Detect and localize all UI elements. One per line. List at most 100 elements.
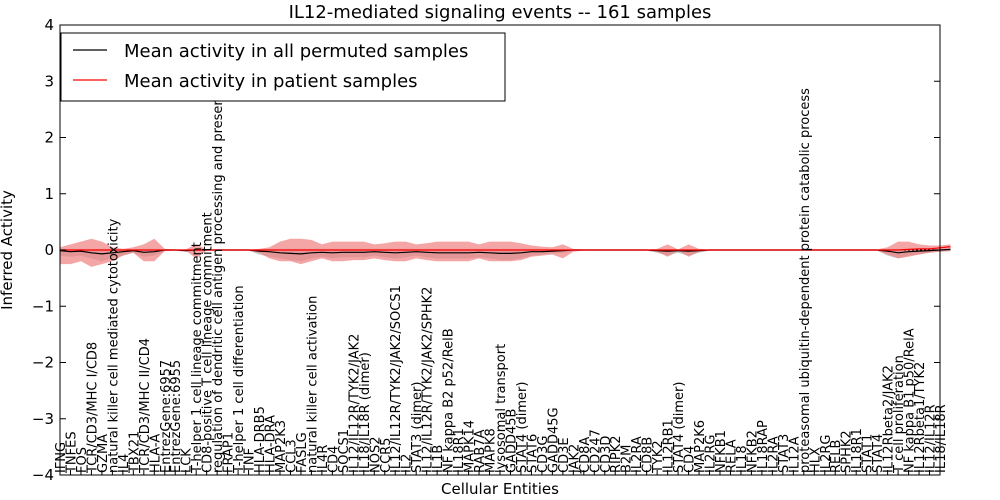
x-tick-label: RAB7A <box>473 429 488 473</box>
x-tick-label: IL12RB1 <box>662 419 677 473</box>
x-tick-label: B2M <box>620 445 635 473</box>
x-tick-label: STAT3 <box>777 434 792 473</box>
x-tick-label: SPHK2 <box>840 430 855 473</box>
x-tick-label: IL18 <box>735 445 750 473</box>
x-tick-label: IL12A <box>787 436 802 473</box>
y-tick-label: 0 <box>44 241 54 259</box>
y-tick-label: −3 <box>32 410 54 428</box>
x-axis-label: Cellular Entities <box>441 480 559 498</box>
x-tick-label: CD247 <box>588 429 603 473</box>
x-tick-label: NOS2 <box>368 437 383 473</box>
x-tick-label: IL1B <box>431 445 446 473</box>
x-tick-label: T-helper 1 cell lineage commitment <box>190 242 205 474</box>
x-tick-label: NFKB1 <box>714 430 729 473</box>
x-tick-label: IFNG <box>54 442 69 473</box>
x-tick-label: IL18RAP <box>756 420 771 473</box>
x-tick-label: STAT4 (dimer) <box>515 382 530 473</box>
legend-box <box>60 32 506 102</box>
x-tick-label: NFKB2 <box>745 430 760 473</box>
x-tick-label: RELA <box>724 439 739 473</box>
plot-frame <box>59 24 941 476</box>
x-tick-label: IL18R1 <box>850 428 865 473</box>
legend-label-patient: Mean activity in patient samples <box>124 71 418 92</box>
x-tick-label: MAPK8 <box>484 428 499 473</box>
x-tick-label: GADD45B <box>504 409 519 473</box>
x-tick-label: FOS <box>75 447 90 473</box>
x-tick-label: natural killer cell activation <box>305 296 320 473</box>
x-tick-label: IL18/IL18R <box>934 404 949 473</box>
x-tick-label: HLA-DRB5 <box>253 406 268 473</box>
x-tick-label: IL12/IL12R/TYK2/JAK2/SOCS1 <box>389 285 404 473</box>
x-tick-label: TYK2 <box>651 440 666 474</box>
x-tick-label: natural killer cell mediated cytotoxicit… <box>106 218 121 473</box>
x-tick-label: HLA-DRA <box>264 415 279 473</box>
x-tick-label: IL2RG <box>819 435 834 473</box>
x-tick-label: CD4 <box>326 446 341 473</box>
x-tick-label: NF kappa B2 p52/RelB <box>442 328 457 473</box>
x-tick-label: STAT4 (dimer) <box>672 382 687 473</box>
x-tick-label: EntrezGene:6957 <box>159 360 174 473</box>
x-tick-label: NF kappa B1 p50/RelA <box>903 328 918 473</box>
x-tick-label: CD3G <box>536 436 551 473</box>
y-axis: −4 −3 −2 −1 0 1 2 3 4 <box>32 16 940 484</box>
x-tick-label: IL18/IL18R (dimer) <box>358 352 373 473</box>
x-tick-label: MAP2K6 <box>693 420 708 473</box>
x-tick-label: IL12Rbeta1/TYK2 <box>913 362 928 473</box>
x-tick-label: STAT1 <box>861 434 876 473</box>
x-tick-label: TBX21 <box>127 431 142 474</box>
x-tick-label: FRAP1 <box>222 432 237 473</box>
x-tick-label: CD8B <box>641 437 656 473</box>
x-tick-label: TCR/CD3/MHC I/CD8 <box>85 342 100 474</box>
x-tick-label: T cell proliferation <box>892 355 907 474</box>
patient-mean-line <box>60 246 951 251</box>
x-tick-label: CD8A <box>578 437 593 473</box>
x-tick-label: FASLG <box>295 432 310 473</box>
x-tick-label: EntrezGene:6955 <box>169 360 184 473</box>
x-tick-label: GZMA <box>96 434 111 473</box>
x-tick-label: JAK2 <box>567 444 582 474</box>
x-tick-label: HLA-A <box>148 434 163 473</box>
x-tick-label: CD8-positive T cell lineage commitment <box>201 212 216 473</box>
x-tick-label: HLX <box>808 447 823 473</box>
x-tick-label: IL12Rbeta2/JAK2 <box>882 365 897 473</box>
x-tick-label: CD4 <box>683 446 698 473</box>
x-tick-label: regulation of dendritic cell antigen pro… <box>211 59 226 473</box>
x-tick-label: IL2RA <box>766 436 781 473</box>
legend: Mean activity in all permuted samples Me… <box>60 32 506 102</box>
x-tick-label: IL4R <box>316 445 331 473</box>
x-tick-label: MAP2K3 <box>274 420 289 473</box>
x-tick-label: IL2RG <box>704 435 719 473</box>
x-tick-label: CD3D <box>599 436 614 473</box>
x-tick-label: SOCS1 <box>337 429 352 473</box>
x-tick-label: IL12/IL12R/TYK2/JAK2 <box>347 334 362 473</box>
x-tick-label: TNFES <box>64 431 79 474</box>
x-tick-label: STAT6 <box>525 434 540 473</box>
y-tick-label: 3 <box>44 72 54 90</box>
y-tick-label: 2 <box>44 129 54 147</box>
y-tick-label: 4 <box>44 16 54 34</box>
x-tick-label: STAT3 (dimer) <box>410 382 425 473</box>
y-tick-label: −1 <box>32 297 54 315</box>
x-tick-label: lysosomal transport <box>494 344 509 473</box>
y-tick-label: −2 <box>32 354 54 372</box>
x-tick-label: IL2RA <box>630 436 645 473</box>
x-tick-label: CCL3 <box>284 439 299 473</box>
x-tick-label: TNF <box>243 448 258 474</box>
x-tick-label: IL18R1 <box>452 428 467 473</box>
x-tick-label: LCK <box>180 448 195 473</box>
x-tick-label: IL4 <box>117 454 132 473</box>
x-tick-label: GADD45G <box>546 407 561 473</box>
x-tick-label: RIPK2 <box>609 435 624 473</box>
chart-title: IL12-mediated signaling events -- 161 sa… <box>289 2 712 23</box>
x-tick-label: T-helper 1 cell differentiation <box>232 285 247 474</box>
y-axis-label: Inferred Activity <box>0 190 16 310</box>
x-tick-label: proteasomal ubiquitin-dependent protein … <box>798 88 813 473</box>
plot-area <box>59 238 951 267</box>
x-tick-label: IL2 <box>400 454 415 473</box>
x-tick-label: CD3E <box>557 437 572 473</box>
y-tick-label: 1 <box>44 185 54 203</box>
x-tick-label: TCR/CD3/MHC II/CD4 <box>138 338 153 474</box>
y-tick-label: −4 <box>32 466 54 484</box>
